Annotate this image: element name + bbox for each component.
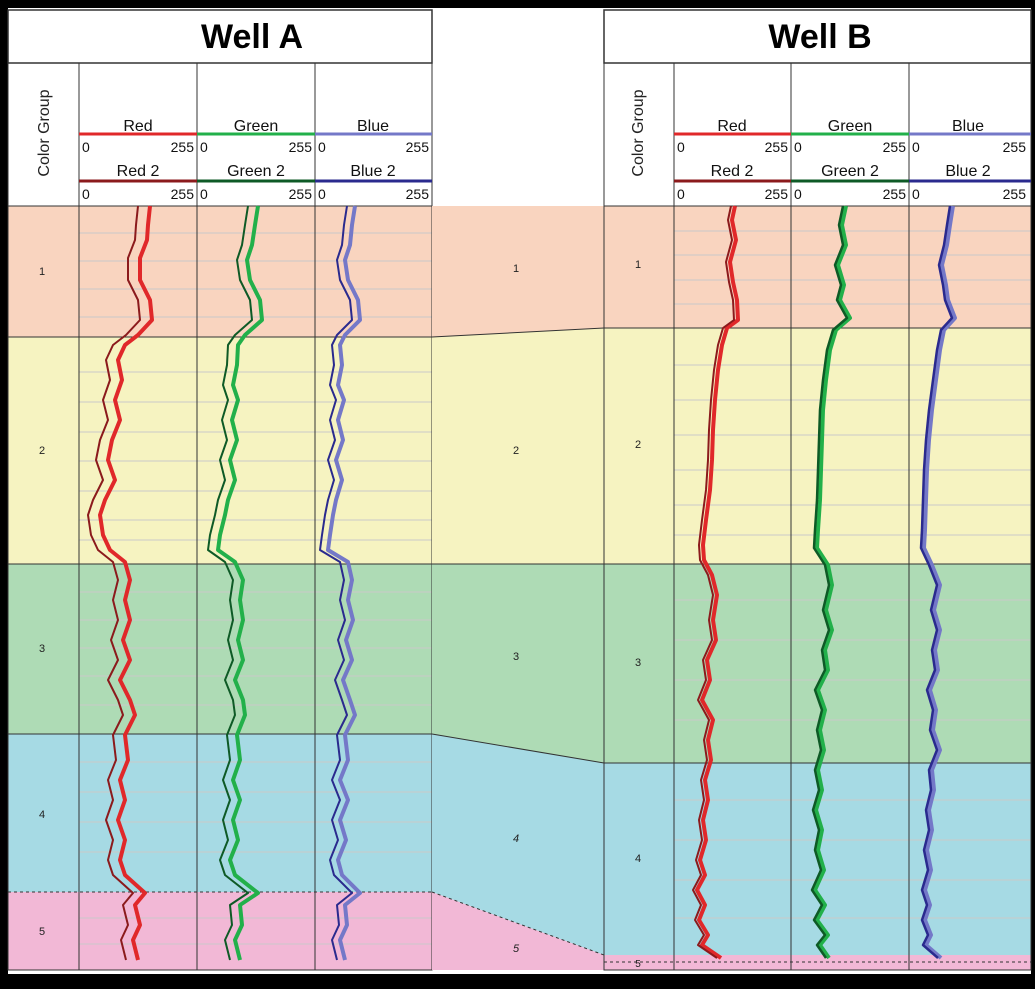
well-a-green2-curve xyxy=(207,205,253,961)
zone-label: 5 xyxy=(39,926,45,938)
scale-min: 0 xyxy=(677,139,685,155)
well-a-zone-5-band xyxy=(8,892,432,970)
well-a-zone-3-band xyxy=(8,564,432,734)
well-a-title: Well A xyxy=(201,18,303,56)
track-name: Blue xyxy=(357,118,389,135)
scale-min-2: 0 xyxy=(794,186,802,202)
well-a-red2-curve xyxy=(87,205,141,961)
well-a-title-box xyxy=(7,9,433,64)
scale-max-2: 255 xyxy=(883,186,907,202)
corr-zone-2 xyxy=(432,328,604,564)
zone-label: 1 xyxy=(39,266,45,278)
scale-min-2: 0 xyxy=(82,186,90,202)
well-a-green-curve xyxy=(216,205,264,961)
track-name: Green xyxy=(828,118,872,135)
scale-min: 0 xyxy=(912,139,920,155)
well-a-track-header-red: Red 0 255 Red 2 0 255 xyxy=(79,118,197,202)
zone-label: 5 xyxy=(635,959,641,970)
well-b-green2-curve xyxy=(810,205,849,959)
track-name-2: Red 2 xyxy=(711,163,754,180)
scale-min-2: 0 xyxy=(677,186,685,202)
well-b-blue2-curve xyxy=(919,205,954,959)
track-name-2: Green 2 xyxy=(227,163,285,180)
scale-min: 0 xyxy=(318,139,326,155)
corr-zone-label: 1 xyxy=(513,263,519,275)
scale-min-2: 0 xyxy=(318,186,326,202)
scale-max: 255 xyxy=(883,139,907,155)
zone-label: 2 xyxy=(39,445,45,457)
well-a-blue2-curve xyxy=(319,205,353,961)
scale-min: 0 xyxy=(794,139,802,155)
corr-zone-label: 2 xyxy=(513,445,519,457)
scale-max-2: 255 xyxy=(171,186,195,202)
well-b-zone-5-band xyxy=(604,955,1031,970)
zone-label: 4 xyxy=(635,853,641,865)
scale-min: 0 xyxy=(200,139,208,155)
well-b-track-header-blue: Blue 0 255 Blue 2 0 255 xyxy=(909,118,1031,202)
well-a-track-header-green: Green 0 255 Green 2 0 255 xyxy=(197,118,315,202)
well-a-zone-4-band xyxy=(8,734,432,892)
track-name: Green xyxy=(234,118,278,135)
zone-label: 4 xyxy=(39,809,45,821)
well-b-column-lines xyxy=(603,62,1032,971)
corr-zone-4 xyxy=(432,734,604,955)
scale-max: 255 xyxy=(406,139,430,155)
track-name-2: Blue 2 xyxy=(350,163,395,180)
well-b-red-curve xyxy=(695,205,740,960)
scale-max: 255 xyxy=(171,139,195,155)
well-a-log-curves xyxy=(87,205,362,961)
scale-max-2: 255 xyxy=(289,186,313,202)
scale-max: 255 xyxy=(289,139,313,155)
scale-max: 255 xyxy=(1003,139,1027,155)
well-b-track-header-red: Red 0 255 Red 2 0 255 xyxy=(674,118,791,202)
track-name: Red xyxy=(717,118,746,135)
well-b-zone-1-band xyxy=(604,206,1031,328)
zone-label: 2 xyxy=(635,439,641,451)
corr-zone-1 xyxy=(432,206,604,337)
scale-max-2: 255 xyxy=(765,186,789,202)
corr-zone-5 xyxy=(432,892,604,970)
zone-label: 1 xyxy=(635,259,641,271)
well-a-track-header-blue: Blue 0 255 Blue 2 0 255 xyxy=(315,118,432,202)
correlation-area: 1 2 3 4 5 xyxy=(431,206,605,970)
well-a-panel: Well A Color Group Red 0 255 Red 2 0 255… xyxy=(7,9,433,971)
track-name-2: Red 2 xyxy=(117,163,160,180)
scale-max-2: 255 xyxy=(406,186,430,202)
track-name-2: Green 2 xyxy=(821,163,879,180)
corr-zone-label: 5 xyxy=(513,943,520,955)
well-b-color-group-label: Color Group xyxy=(630,89,647,176)
well-b-track-header-green: Green 0 255 Green 2 0 255 xyxy=(791,118,909,202)
zone-label: 3 xyxy=(635,657,641,669)
track-name: Blue xyxy=(952,118,984,135)
well-b-blue-curve xyxy=(922,205,957,960)
well-b-title: Well B xyxy=(768,18,871,56)
well-b-zone-labels: 1 2 3 4 5 xyxy=(635,259,641,970)
well-b-green-curve xyxy=(813,205,852,960)
correlation-zone-labels: 1 2 3 4 5 xyxy=(513,263,520,955)
scale-min-2: 0 xyxy=(200,186,208,202)
track-name: Red xyxy=(123,118,152,135)
corr-zone-3 xyxy=(432,564,604,763)
track-name-2: Blue 2 xyxy=(945,163,990,180)
well-b-red2-curve xyxy=(692,205,735,959)
well-a-gridlines xyxy=(79,232,432,945)
well-a-column-lines xyxy=(7,62,433,971)
well-a-color-group-label: Color Group xyxy=(36,89,53,176)
scale-min: 0 xyxy=(82,139,90,155)
zone-label: 3 xyxy=(39,643,45,655)
corr-zone-label: 4 xyxy=(513,833,519,845)
well-b-log-curves xyxy=(692,205,957,960)
corr-zone-label: 3 xyxy=(513,651,519,663)
well-a-zone-labels: 1 2 3 4 5 xyxy=(39,266,45,938)
correlation-lines xyxy=(431,327,605,956)
scale-min-2: 0 xyxy=(912,186,920,202)
scale-max: 255 xyxy=(765,139,789,155)
well-a-red-curve xyxy=(98,205,154,961)
well-b-panel: Well B Color Group Red 0 255 Red 2 0 255… xyxy=(603,9,1032,971)
scale-max-2: 255 xyxy=(1003,186,1027,202)
well-a-blue-curve xyxy=(326,205,362,961)
